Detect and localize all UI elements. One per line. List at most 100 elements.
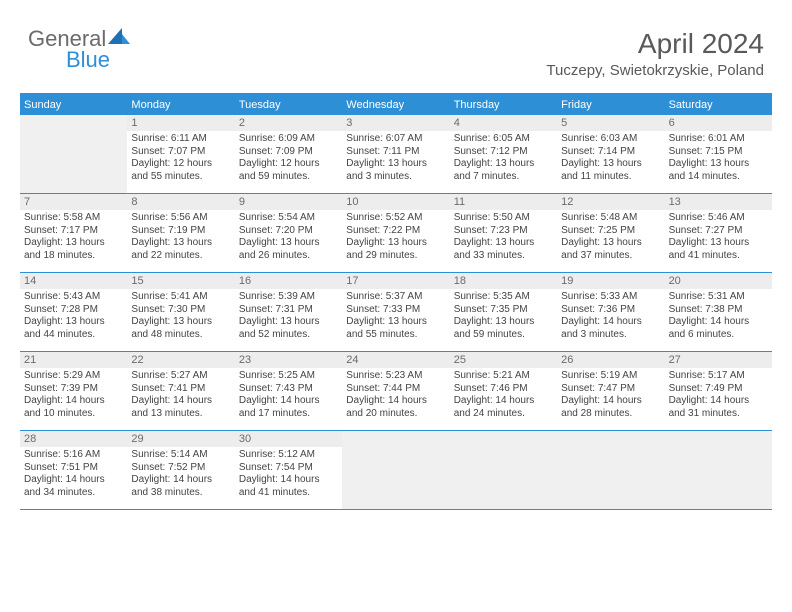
daylight-line: and 6 minutes. — [669, 329, 768, 342]
day-number: 12 — [557, 194, 664, 210]
daylight-line: and 28 minutes. — [561, 408, 660, 421]
daylight-line: and 33 minutes. — [454, 250, 553, 263]
day-cell: 26Sunrise: 5:19 AMSunset: 7:47 PMDayligh… — [557, 352, 664, 430]
daylight-line: Daylight: 14 hours — [561, 395, 660, 408]
sunrise-line: Sunrise: 6:01 AM — [669, 133, 768, 146]
day-cell: 17Sunrise: 5:37 AMSunset: 7:33 PMDayligh… — [342, 273, 449, 351]
day-cell: 15Sunrise: 5:41 AMSunset: 7:30 PMDayligh… — [127, 273, 234, 351]
week-row: 7Sunrise: 5:58 AMSunset: 7:17 PMDaylight… — [20, 194, 772, 273]
daylight-line: Daylight: 13 hours — [561, 158, 660, 171]
daylight-line: Daylight: 14 hours — [454, 395, 553, 408]
sunrise-line: Sunrise: 6:05 AM — [454, 133, 553, 146]
daylight-line: Daylight: 14 hours — [239, 395, 338, 408]
sunrise-line: Sunrise: 5:16 AM — [24, 449, 123, 462]
sunset-line: Sunset: 7:31 PM — [239, 304, 338, 317]
day-cell: 5Sunrise: 6:03 AMSunset: 7:14 PMDaylight… — [557, 115, 664, 193]
sunrise-line: Sunrise: 5:17 AM — [669, 370, 768, 383]
daylight-line: and 37 minutes. — [561, 250, 660, 263]
daylight-line: and 55 minutes. — [346, 329, 445, 342]
day-cell: 21Sunrise: 5:29 AMSunset: 7:39 PMDayligh… — [20, 352, 127, 430]
daylight-line: Daylight: 12 hours — [239, 158, 338, 171]
weekday-label: Wednesday — [342, 95, 449, 115]
daylight-line: Daylight: 13 hours — [131, 237, 230, 250]
daylight-line: and 31 minutes. — [669, 408, 768, 421]
sunrise-line: Sunrise: 5:14 AM — [131, 449, 230, 462]
day-number: 17 — [342, 273, 449, 289]
daylight-line: Daylight: 13 hours — [669, 158, 768, 171]
sunset-line: Sunset: 7:49 PM — [669, 383, 768, 396]
day-number: 16 — [235, 273, 342, 289]
week-row: 1Sunrise: 6:11 AMSunset: 7:07 PMDaylight… — [20, 115, 772, 194]
week-row: 21Sunrise: 5:29 AMSunset: 7:39 PMDayligh… — [20, 352, 772, 431]
sunset-line: Sunset: 7:20 PM — [239, 225, 338, 238]
weekday-label: Monday — [127, 95, 234, 115]
day-number: 7 — [20, 194, 127, 210]
day-number: 24 — [342, 352, 449, 368]
daylight-line: and 29 minutes. — [346, 250, 445, 263]
sunrise-line: Sunrise: 6:03 AM — [561, 133, 660, 146]
daylight-line: and 34 minutes. — [24, 487, 123, 500]
daylight-line: Daylight: 13 hours — [239, 316, 338, 329]
daylight-line: Daylight: 13 hours — [346, 158, 445, 171]
week-row: 28Sunrise: 5:16 AMSunset: 7:51 PMDayligh… — [20, 431, 772, 510]
daylight-line: Daylight: 13 hours — [561, 237, 660, 250]
day-number: 3 — [342, 115, 449, 131]
day-number: 26 — [557, 352, 664, 368]
day-number: 2 — [235, 115, 342, 131]
daylight-line: and 13 minutes. — [131, 408, 230, 421]
daylight-line: Daylight: 14 hours — [24, 474, 123, 487]
sunrise-line: Sunrise: 6:11 AM — [131, 133, 230, 146]
day-cell: 14Sunrise: 5:43 AMSunset: 7:28 PMDayligh… — [20, 273, 127, 351]
daylight-line: and 41 minutes. — [669, 250, 768, 263]
daylight-line: and 14 minutes. — [669, 171, 768, 184]
day-number: 28 — [20, 431, 127, 447]
sunrise-line: Sunrise: 5:33 AM — [561, 291, 660, 304]
day-number: 29 — [127, 431, 234, 447]
sunrise-line: Sunrise: 5:19 AM — [561, 370, 660, 383]
sunset-line: Sunset: 7:39 PM — [24, 383, 123, 396]
sunrise-line: Sunrise: 5:31 AM — [669, 291, 768, 304]
day-number: 25 — [450, 352, 557, 368]
sunset-line: Sunset: 7:44 PM — [346, 383, 445, 396]
empty-cell — [20, 115, 127, 193]
empty-cell — [557, 431, 664, 509]
month-title: April 2024 — [546, 28, 764, 60]
day-number: 4 — [450, 115, 557, 131]
sunset-line: Sunset: 7:17 PM — [24, 225, 123, 238]
empty-cell — [450, 431, 557, 509]
daylight-line: Daylight: 14 hours — [24, 395, 123, 408]
day-cell: 13Sunrise: 5:46 AMSunset: 7:27 PMDayligh… — [665, 194, 772, 272]
daylight-line: Daylight: 13 hours — [454, 316, 553, 329]
sunset-line: Sunset: 7:19 PM — [131, 225, 230, 238]
daylight-line: and 3 minutes. — [346, 171, 445, 184]
weekday-label: Sunday — [20, 95, 127, 115]
day-cell: 19Sunrise: 5:33 AMSunset: 7:36 PMDayligh… — [557, 273, 664, 351]
daylight-line: Daylight: 13 hours — [346, 316, 445, 329]
page-header: General Blue April 2024 Tuczepy, Swietok… — [0, 0, 792, 87]
sunrise-line: Sunrise: 5:54 AM — [239, 212, 338, 225]
sunset-line: Sunset: 7:25 PM — [561, 225, 660, 238]
calendar: SundayMondayTuesdayWednesdayThursdayFrid… — [20, 93, 772, 510]
day-cell: 3Sunrise: 6:07 AMSunset: 7:11 PMDaylight… — [342, 115, 449, 193]
daylight-line: and 17 minutes. — [239, 408, 338, 421]
daylight-line: Daylight: 14 hours — [346, 395, 445, 408]
daylight-line: and 55 minutes. — [131, 171, 230, 184]
daylight-line: and 3 minutes. — [561, 329, 660, 342]
day-cell: 16Sunrise: 5:39 AMSunset: 7:31 PMDayligh… — [235, 273, 342, 351]
daylight-line: Daylight: 13 hours — [24, 316, 123, 329]
sunset-line: Sunset: 7:52 PM — [131, 462, 230, 475]
daylight-line: Daylight: 13 hours — [669, 237, 768, 250]
sunset-line: Sunset: 7:41 PM — [131, 383, 230, 396]
daylight-line: and 48 minutes. — [131, 329, 230, 342]
daylight-line: Daylight: 14 hours — [131, 474, 230, 487]
day-number: 14 — [20, 273, 127, 289]
day-number: 30 — [235, 431, 342, 447]
day-cell: 20Sunrise: 5:31 AMSunset: 7:38 PMDayligh… — [665, 273, 772, 351]
day-number: 10 — [342, 194, 449, 210]
weekday-label: Saturday — [665, 95, 772, 115]
logo-text-blue: Blue — [66, 49, 130, 71]
day-number: 21 — [20, 352, 127, 368]
daylight-line: and 59 minutes. — [239, 171, 338, 184]
logo: General Blue — [28, 28, 130, 71]
day-number: 27 — [665, 352, 772, 368]
